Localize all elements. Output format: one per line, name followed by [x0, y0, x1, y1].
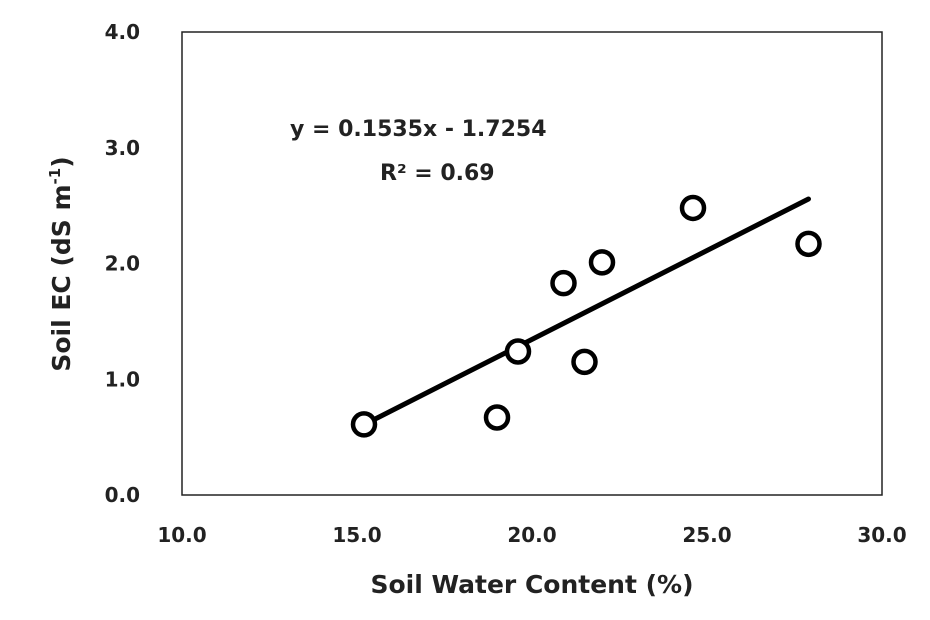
y-tick-label: 3.0: [105, 136, 140, 160]
data-point: [483, 404, 511, 431]
data-point: [550, 269, 577, 297]
y-axis-title-main: Soil EC (dS m: [47, 184, 76, 371]
y-tick-label: 1.0: [105, 367, 140, 391]
y-axis-title-superscript: -1: [46, 168, 64, 185]
r-squared-label: R² = 0.69: [380, 161, 495, 186]
x-tick-label: 30.0: [857, 523, 906, 547]
y-tick-label: 4.0: [105, 20, 140, 44]
y-tick-label: 0.0: [105, 483, 140, 507]
y-axis-title: Soil EC (dS m-1): [46, 156, 76, 371]
data-point: [571, 348, 598, 376]
y-tick-label: 2.0: [105, 252, 140, 276]
data-point: [795, 230, 822, 258]
data-point: [350, 411, 378, 438]
data-point: [504, 338, 532, 365]
x-tick-label: 25.0: [682, 523, 731, 547]
x-tick-labels: 10.0 15.0 20.0 25.0 30.0: [157, 523, 906, 547]
y-tick-labels: 0.0 1.0 2.0 3.0 4.0: [105, 20, 140, 507]
x-tick-label: 15.0: [332, 523, 381, 547]
data-point: [588, 249, 616, 276]
data-points: [350, 194, 822, 438]
data-point: [679, 194, 707, 222]
x-axis-title: Soil Water Content (%): [370, 570, 693, 599]
x-tick-label: 20.0: [507, 523, 556, 547]
trendline: [361, 196, 811, 428]
y-axis-title-close: ): [47, 156, 76, 167]
trendline-equation: y = 0.1535x - 1.7254: [290, 117, 547, 142]
plot-area: [181, 31, 883, 496]
x-tick-label: 10.0: [157, 523, 206, 547]
